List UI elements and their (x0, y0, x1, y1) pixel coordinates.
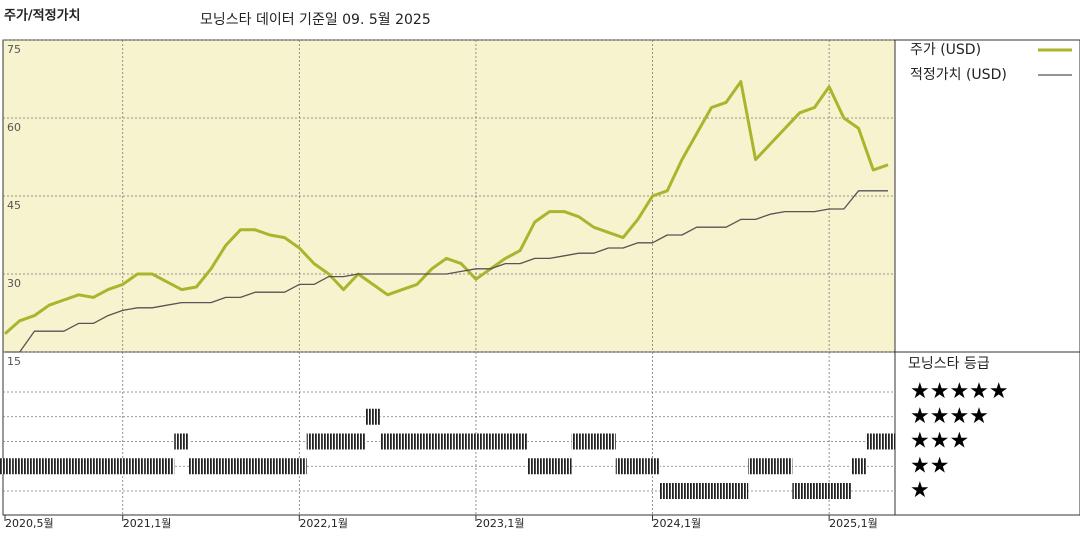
rating-bar (483, 433, 499, 450)
rating-bar (630, 458, 646, 475)
rating-bar (85, 458, 101, 475)
series-line (5, 190, 888, 353)
rating-bar (748, 458, 763, 475)
rating-bar (247, 458, 263, 475)
rating-bar (659, 483, 675, 499)
y-tick-label: 30 (7, 277, 21, 290)
rating-bar (645, 458, 660, 475)
rating-bar (468, 433, 484, 450)
rating-bar (380, 433, 395, 450)
rating-bar (277, 458, 292, 475)
rating-bar (291, 458, 307, 475)
rating-title: 모닝스타 등급 (908, 356, 990, 372)
legend-label: 적정가치 (USD) (910, 67, 1007, 83)
rating-bar (174, 433, 189, 450)
rating-bar (144, 458, 160, 475)
rating-bar (71, 458, 86, 475)
rating-bar (512, 433, 528, 450)
rating-bar (27, 458, 42, 475)
rating-bar (439, 433, 454, 450)
chart-title: 주가/적정가치 (4, 8, 81, 24)
y-tick-label: 60 (7, 121, 21, 134)
y-tick-label: 45 (7, 199, 21, 212)
x-tick-label: 2022,1월 (299, 517, 348, 530)
rating-bar (0, 458, 13, 475)
rating-bar (41, 458, 57, 475)
rating-bar (865, 433, 881, 450)
rating-bar (100, 458, 116, 475)
rating-bar (704, 483, 719, 499)
rating-bar (365, 408, 381, 425)
rating-bar (409, 433, 425, 450)
rating-bar (203, 458, 219, 475)
x-tick-label: 2023,1월 (476, 517, 525, 530)
rating-bar (880, 433, 896, 450)
rating-legend: ★★★★★ (910, 379, 1009, 404)
rating-bar (336, 433, 351, 450)
rating-bar (674, 483, 690, 499)
rating-bar (262, 458, 278, 475)
x-tick-label: 2020,5월 (5, 517, 54, 530)
frame (2, 39, 1080, 516)
rating-bar (821, 483, 837, 499)
rating-bar (218, 458, 234, 475)
rating-bar (571, 433, 587, 450)
x-tick-label: 2024,1월 (653, 517, 702, 530)
rating-bar (453, 433, 469, 450)
rating-bar (424, 433, 440, 450)
rating-bar (777, 458, 793, 475)
rating-bar (762, 458, 778, 475)
rating-bar (718, 483, 734, 499)
rating-legend: ★★★ (910, 429, 969, 454)
rating-bar (130, 458, 145, 475)
x-tick-label: 2025,1월 (829, 517, 878, 530)
x-tick-label: 2021,1월 (123, 517, 172, 530)
rating-bar (836, 483, 852, 499)
rating-bar (586, 433, 602, 450)
rating-bar (233, 458, 248, 475)
rating-bar (689, 483, 705, 499)
rating-bar (115, 458, 131, 475)
rating-bar (394, 433, 410, 450)
rating-bar (792, 483, 808, 499)
rating-bar (733, 483, 749, 499)
rating-bar (12, 458, 28, 475)
rating-bar (615, 458, 631, 475)
rating-bar (306, 433, 322, 450)
rating-bar (498, 433, 513, 450)
chart-subtitle: 모닝스타 데이터 기준일 09. 5월 2025 (200, 12, 431, 28)
rating-bar (188, 458, 204, 475)
y-tick-label: 15 (7, 355, 21, 368)
rating-bar (321, 433, 337, 450)
series-line (4, 80, 889, 335)
rating-bar (807, 483, 822, 499)
rating-bar (542, 458, 557, 475)
legend-label: 주가 (USD) (910, 42, 981, 58)
rating-legend: ★★ (910, 453, 949, 478)
rating-bar (851, 458, 866, 475)
rating-bar (159, 458, 175, 475)
rating-bar (56, 458, 72, 475)
rating-bar (350, 433, 366, 450)
rating-bar (527, 458, 543, 475)
rating-bar (556, 458, 572, 475)
rating-legend: ★★★★ (910, 404, 989, 429)
rating-bar (601, 433, 616, 450)
y-tick-label: 75 (7, 43, 21, 56)
rating-legend: ★ (910, 478, 930, 503)
